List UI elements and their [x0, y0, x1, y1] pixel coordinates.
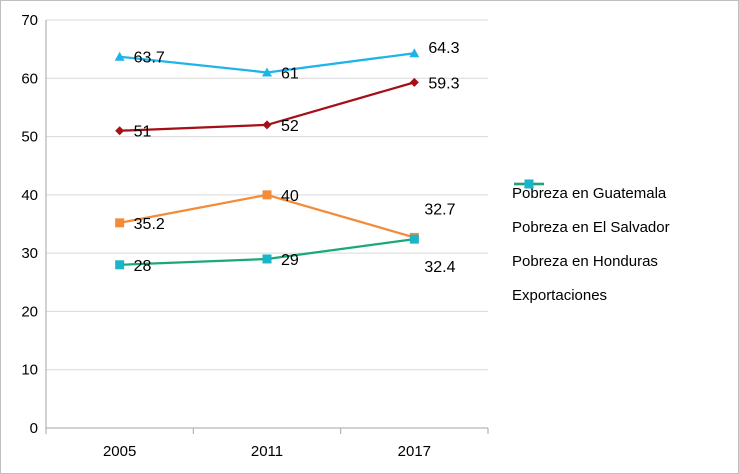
legend-label: Exportaciones: [512, 286, 608, 304]
x-tick-label: 2017: [398, 443, 431, 460]
data-label: 28: [134, 258, 152, 275]
x-tick-label: 2011: [251, 443, 283, 460]
data-point: [262, 254, 272, 264]
axes: 0 10 20 30 40 50 60 70 2005 2011 2017: [21, 12, 489, 460]
data-point: [262, 67, 272, 77]
data-label: 59.3: [428, 75, 459, 92]
legend-marker: [524, 179, 534, 189]
series-4: [115, 234, 419, 270]
data-point: [115, 218, 125, 228]
data-point: [409, 77, 419, 87]
data-label: 52: [281, 118, 299, 135]
legend-label: Pobreza en Honduras: [512, 252, 658, 270]
legend-label: Pobreza en El Salvador: [512, 218, 670, 236]
data-point: [262, 190, 272, 200]
data-point: [115, 260, 125, 270]
y-tick-label: 40: [21, 187, 38, 204]
legend: Pobreza en Guatemala Pobreza en El Salvad…: [512, 176, 734, 312]
legend-item: Pobreza en Honduras: [512, 179, 734, 278]
data-point: [409, 48, 420, 58]
y-tick-label: 20: [21, 303, 38, 320]
data-label: 32.7: [424, 201, 455, 218]
series-group: [114, 48, 420, 270]
data-labels: 51 52 59.3 35.2 40 32.7 63.7 61 64.3 28 29 32.4: [134, 40, 460, 276]
data-label: 61: [281, 65, 299, 82]
y-tick-label: 0: [30, 420, 38, 437]
data-point: [409, 234, 419, 244]
data-label: 35.2: [134, 216, 165, 233]
data-label: 51: [134, 124, 152, 141]
data-label: 64.3: [428, 40, 459, 57]
y-tick-label: 50: [21, 129, 38, 146]
y-tick-label: 10: [21, 362, 38, 379]
series-1: [115, 77, 419, 136]
data-label: 63.7: [134, 50, 165, 67]
y-tick-label: 60: [21, 70, 38, 87]
series-3: [114, 48, 420, 77]
legend-item: Pobreza en El Salvador: [512, 179, 734, 244]
data-point: [262, 120, 272, 130]
legend-item: Exportaciones: [512, 179, 734, 312]
data-label: 29: [281, 252, 299, 269]
data-point: [114, 51, 125, 61]
data-point: [115, 126, 125, 136]
x-tick-label: 2005: [103, 443, 136, 460]
legend-label: Pobreza en Guatemala: [512, 184, 667, 202]
legend-swatch: [514, 179, 544, 189]
data-label: 32.4: [424, 259, 455, 276]
y-tick-label: 70: [21, 12, 38, 29]
y-tick-label: 30: [21, 245, 38, 262]
data-label: 40: [281, 188, 299, 205]
